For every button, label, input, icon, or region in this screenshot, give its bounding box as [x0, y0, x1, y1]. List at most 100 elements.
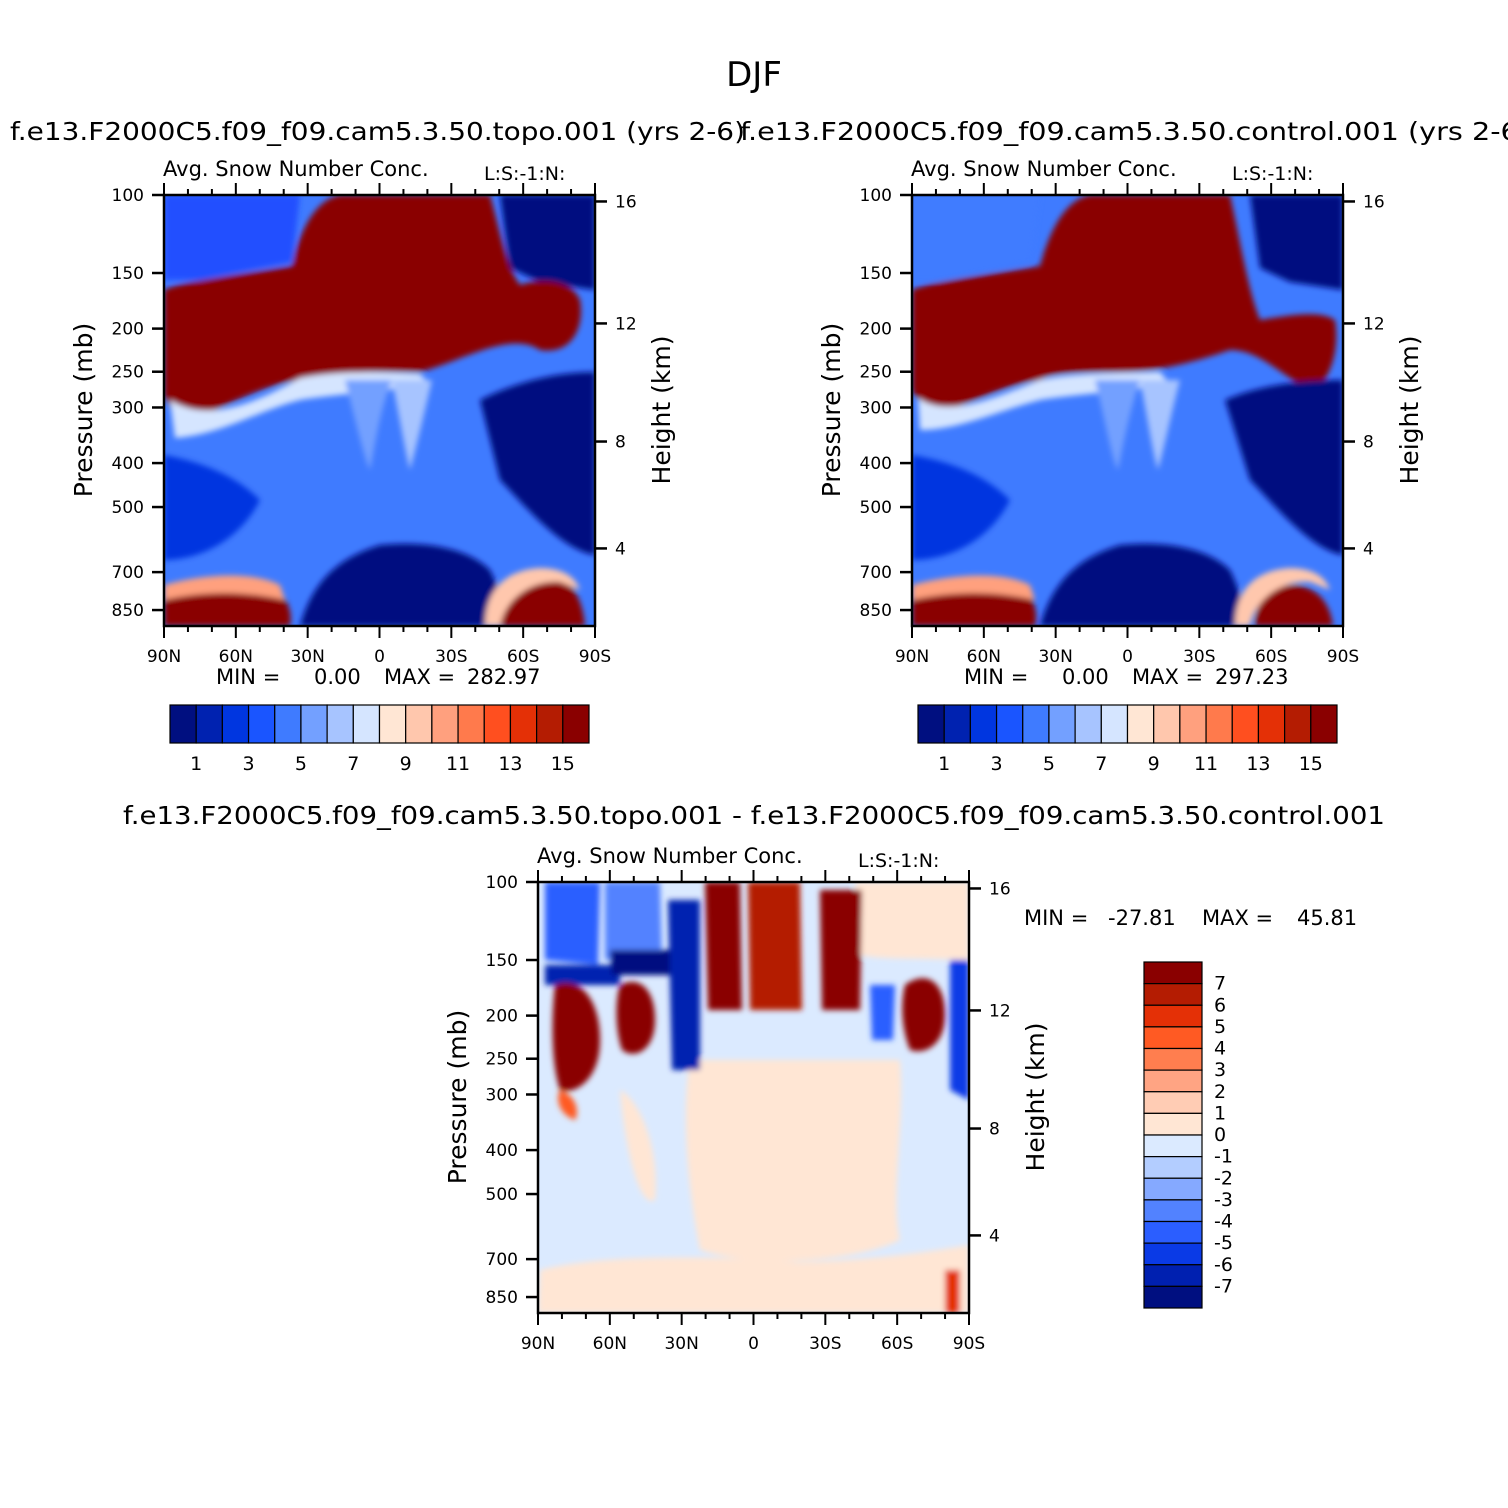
diff-pressure-tick-label: 850	[486, 1288, 518, 1308]
control-colorbar: 1 3 5 7 9 11 13 15	[917, 704, 1338, 775]
control-colorbar-swatch	[1205, 704, 1233, 744]
diff-pressure-tick-label: 300	[486, 1085, 518, 1105]
control-colorbar-swatch	[917, 704, 945, 744]
diff-colorbar-swatch	[1143, 1242, 1203, 1266]
topo-colorbar-swatch	[562, 704, 590, 744]
topo-colorbar-swatch	[378, 704, 407, 744]
control-colorbar-swatch	[1074, 704, 1102, 744]
topo-colorbar-swatch	[431, 704, 459, 744]
diff-pressure-tick-label: 500	[486, 1185, 518, 1205]
control-pressure-tick-label: 400	[860, 454, 892, 474]
diff-height-tick-label: 12	[989, 1001, 1011, 1021]
control-colorbar-swatch	[1284, 704, 1312, 744]
diff-colorbar-label: -5	[1214, 1232, 1233, 1254]
control-colorbar-swatch	[995, 704, 1024, 744]
topo-height-tick-label: 8	[615, 433, 626, 453]
diff-title: Avg. Snow Number Conc.	[537, 844, 803, 868]
diff-height-tick-label: 4	[989, 1226, 1000, 1246]
control-field	[912, 195, 1343, 626]
control-colorbar-label: 1	[938, 753, 950, 775]
topo-colorbar-swatch	[536, 704, 564, 744]
diff-colorbar-swatch	[1143, 1112, 1203, 1136]
topo-colorbar-swatch	[300, 704, 328, 744]
control-units: L:S:-1:N:	[1232, 163, 1313, 185]
control-lat-tick-label: 30N	[1038, 647, 1072, 667]
topo-lat-tick-label: 0	[374, 647, 385, 667]
diff-colorbar-label: -3	[1214, 1189, 1233, 1211]
topo-colorbar-label: 7	[347, 753, 359, 775]
control-pressure-tick-label: 150	[860, 264, 892, 284]
diff-colorbar-label: 4	[1214, 1038, 1226, 1060]
topo-colorbar-swatch	[326, 704, 354, 744]
diff-min-label: MIN =	[1024, 906, 1088, 930]
control-colorbar-swatch	[1179, 704, 1207, 744]
topo-colorbar-swatch	[274, 704, 302, 744]
topo-colorbar-swatch	[405, 704, 433, 744]
diff-colorbar-label: 2	[1214, 1081, 1226, 1103]
control-pressure-tick-label: 300	[860, 398, 892, 418]
diff-pressure-tick-label: 100	[486, 873, 518, 893]
diff-pressure-tick-label: 200	[486, 1007, 518, 1027]
topo-colorbar-label: 13	[498, 753, 522, 775]
topo-colorbar-label: 11	[446, 753, 470, 775]
topo-case-title: f.e13.F2000C5.f09_f09.cam5.3.50.topo.001…	[10, 117, 745, 146]
control-colorbar-label: 9	[1148, 753, 1160, 775]
diff-lat-tick-label: 30S	[809, 1334, 841, 1354]
diff-colorbar-label: 0	[1214, 1124, 1226, 1146]
topo-max-value: 282.97	[467, 665, 540, 689]
control-max-value: 297.23	[1215, 665, 1288, 689]
diff-colorbar-label: -1	[1214, 1146, 1233, 1168]
topo-ylabel: Pressure (mb)	[69, 323, 98, 497]
diff-colorbar-label: 5	[1214, 1016, 1226, 1038]
topo-colorbar-label: 3	[243, 753, 255, 775]
topo-colorbar-swatch	[221, 704, 250, 744]
control-lat-tick-label: 60N	[967, 647, 1001, 667]
diff-ylabel: Pressure (mb)	[443, 1010, 472, 1184]
diff-colorbar-swatch	[1143, 1156, 1203, 1179]
diff-colorbar-swatch	[1143, 1285, 1203, 1309]
control-pressure-tick-label: 250	[860, 363, 892, 383]
control-pressure-tick-label: 500	[860, 498, 892, 518]
control-colorbar-label: 15	[1299, 753, 1323, 775]
topo-colorbar-swatch	[457, 704, 485, 744]
topo-max-label: MAX =	[384, 665, 455, 689]
control-height-tick-label: 12	[1363, 314, 1385, 334]
control-colorbar-label: 5	[1043, 753, 1055, 775]
topo-title: Avg. Snow Number Conc.	[163, 157, 429, 181]
control-lat-tick-label: 30S	[1183, 647, 1215, 667]
diff-colorbar-swatch	[1143, 1220, 1203, 1244]
topo-pressure-tick-label: 150	[112, 264, 144, 284]
control-height-tick-label: 16	[1363, 192, 1385, 212]
diff-lat-tick-label: 60S	[881, 1334, 913, 1354]
panel-control: f.e13.F2000C5.f09_f09.cam5.3.50.control.…	[740, 117, 1508, 775]
diff-field	[538, 882, 969, 1313]
topo-pressure-tick-label: 400	[112, 454, 144, 474]
topo-pressure-tick-label: 700	[112, 563, 144, 583]
panel-diff: f.e13.F2000C5.f09_f09.cam5.3.50.topo.001…	[123, 801, 1385, 1354]
diff-colorbar-label: 6	[1214, 994, 1226, 1016]
control-colorbar-swatch	[1153, 704, 1181, 744]
diff-colorbar-swatch	[1143, 1264, 1203, 1287]
control-colorbar-swatch	[1126, 704, 1155, 744]
topo-colorbar-swatch	[352, 704, 381, 744]
control-colorbar-swatch	[1022, 704, 1050, 744]
topo-colorbar-swatch	[195, 704, 223, 744]
diff-colorbar-swatch	[1143, 983, 1203, 1006]
control-colorbar-swatch	[1100, 704, 1129, 744]
diff-height-tick-label: 8	[989, 1120, 1000, 1140]
control-height-tick-label: 8	[1363, 433, 1374, 453]
control-pressure-tick-label: 200	[860, 320, 892, 340]
diff-colorbar-label: -2	[1214, 1167, 1233, 1189]
diff-lat-tick-label: 60N	[593, 1334, 627, 1354]
diff-colorbar-swatch	[1143, 1199, 1203, 1223]
control-lat-tick-label: 90S	[1327, 647, 1359, 667]
diff-units: L:S:-1:N:	[858, 850, 939, 872]
diff-axes: 100 150 200 250 300 400 500 700 850 16 12 8 4 90N 60N 3…	[486, 870, 1011, 1354]
control-colorbar-swatch	[1257, 704, 1286, 744]
topo-lat-tick-label: 30N	[290, 647, 324, 667]
control-lat-tick-label: 0	[1122, 647, 1133, 667]
control-ylabel-right: Height (km)	[1395, 336, 1424, 485]
diff-lat-tick-label: 30N	[664, 1334, 698, 1354]
diff-lat-tick-label: 0	[748, 1334, 759, 1354]
figure-title: DJF	[726, 55, 782, 95]
